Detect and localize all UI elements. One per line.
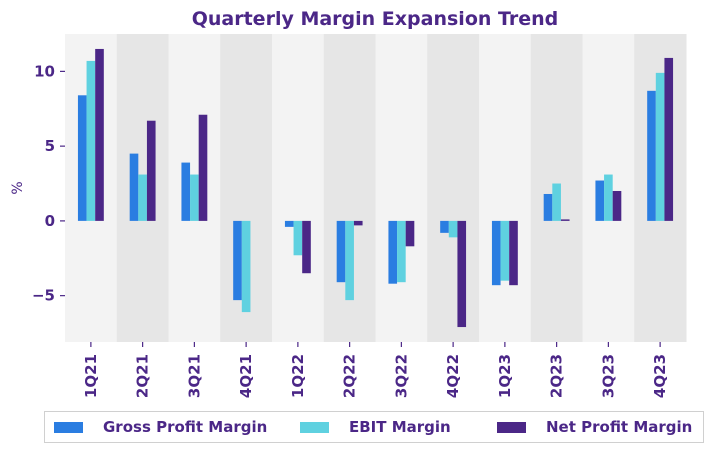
bar-gross-profit-margin-4Q23 — [647, 90, 656, 221]
bar-net-profit-margin-2Q23 — [560, 219, 570, 221]
x-tick-label: 2Q21 — [134, 354, 152, 398]
bar-gross-profit-margin-3Q23 — [595, 180, 605, 221]
band-1Q22 — [272, 34, 325, 342]
bar-ebit-margin-1Q23 — [500, 220, 510, 281]
bar-net-profit-margin-4Q23 — [664, 57, 674, 221]
x-tick-label: 1Q23 — [496, 354, 514, 398]
legend-item-gross: Gross Profit Margin — [54, 412, 267, 442]
bar-gross-profit-margin-1Q21 — [77, 95, 87, 221]
bar-net-profit-margin-3Q21 — [198, 114, 208, 221]
bar-ebit-margin-2Q23 — [552, 183, 561, 221]
x-tick-label: 3Q23 — [599, 354, 617, 398]
bar-net-profit-margin-1Q23 — [509, 220, 518, 286]
bar-ebit-margin-3Q23 — [604, 174, 613, 221]
y-tick-label: −5 — [32, 287, 55, 305]
legend-item-ebit: EBIT Margin — [300, 412, 451, 442]
legend-label-gross: Gross Profit Margin — [103, 418, 268, 436]
bar-ebit-margin-4Q22 — [448, 220, 458, 238]
bar-ebit-margin-1Q22 — [293, 220, 303, 256]
bar-net-profit-margin-4Q22 — [457, 220, 467, 328]
band-1Q23 — [479, 34, 532, 342]
legend-swatch-net — [497, 421, 526, 433]
bar-gross-profit-margin-3Q21 — [181, 162, 191, 221]
bar-net-profit-margin-2Q21 — [146, 120, 156, 221]
x-tick-label: 4Q21 — [237, 354, 255, 398]
bar-ebit-margin-1Q21 — [86, 60, 96, 221]
x-tick-label: 2Q22 — [341, 354, 359, 398]
x-tick-label: 3Q22 — [392, 354, 410, 398]
bar-ebit-margin-4Q21 — [241, 220, 251, 313]
bar-gross-profit-margin-1Q23 — [491, 220, 501, 286]
bar-net-profit-margin-3Q23 — [612, 190, 622, 221]
x-axis: 1Q21 2Q21 3Q21 4Q21 1Q22 2Q22 3Q22 4Q22 1Q23 2Q23… — [82, 342, 669, 398]
bar-gross-profit-margin-1Q22 — [284, 220, 294, 227]
y-axis-label: % — [10, 181, 26, 194]
bar-ebit-margin-2Q21 — [138, 174, 147, 221]
bars — [77, 48, 674, 328]
y-tick-label: 5 — [45, 137, 55, 155]
bar-gross-profit-margin-2Q22 — [336, 220, 346, 283]
legend: Gross Profit Margin EBIT Margin Net Prof… — [44, 411, 704, 443]
legend-label-ebit: EBIT Margin — [349, 418, 451, 436]
legend-swatch-ebit — [300, 421, 329, 433]
band-4Q22 — [427, 34, 480, 342]
x-tick-label: 2Q23 — [548, 354, 566, 398]
bar-net-profit-margin-2Q22 — [353, 220, 363, 226]
y-tick-label: 0 — [45, 212, 55, 230]
x-tick-label: 4Q23 — [651, 354, 669, 398]
y-tick-label: 10 — [34, 62, 55, 80]
chart-title: Quarterly Margin Expansion Trend — [192, 8, 559, 30]
legend-label-net: Net Profit Margin — [546, 418, 693, 436]
bar-gross-profit-margin-3Q22 — [388, 220, 398, 284]
bar-net-profit-margin-1Q21 — [95, 48, 104, 221]
bar-net-profit-margin-1Q22 — [302, 220, 311, 274]
band-3Q22 — [375, 34, 428, 342]
x-tick-label: 4Q22 — [444, 354, 462, 398]
legend-item-net: Net Profit Margin — [497, 412, 692, 442]
bar-gross-profit-margin-4Q21 — [233, 220, 242, 301]
bar-net-profit-margin-3Q22 — [405, 220, 415, 247]
background-bands — [65, 34, 687, 342]
x-tick-label: 3Q21 — [185, 354, 203, 398]
x-tick-label: 1Q22 — [289, 354, 307, 398]
bar-gross-profit-margin-2Q23 — [543, 193, 553, 221]
bar-gross-profit-margin-4Q22 — [440, 220, 449, 233]
bar-ebit-margin-3Q21 — [190, 174, 199, 221]
y-axis: −5 0 5 10 — [32, 62, 65, 305]
legend-swatch-gross — [54, 421, 83, 433]
bar-gross-profit-margin-2Q21 — [129, 153, 139, 221]
bar-ebit-margin-3Q22 — [397, 220, 406, 283]
bar-ebit-margin-2Q22 — [345, 220, 354, 301]
x-tick-label: 1Q21 — [82, 354, 100, 398]
bar-ebit-margin-4Q23 — [655, 72, 665, 221]
